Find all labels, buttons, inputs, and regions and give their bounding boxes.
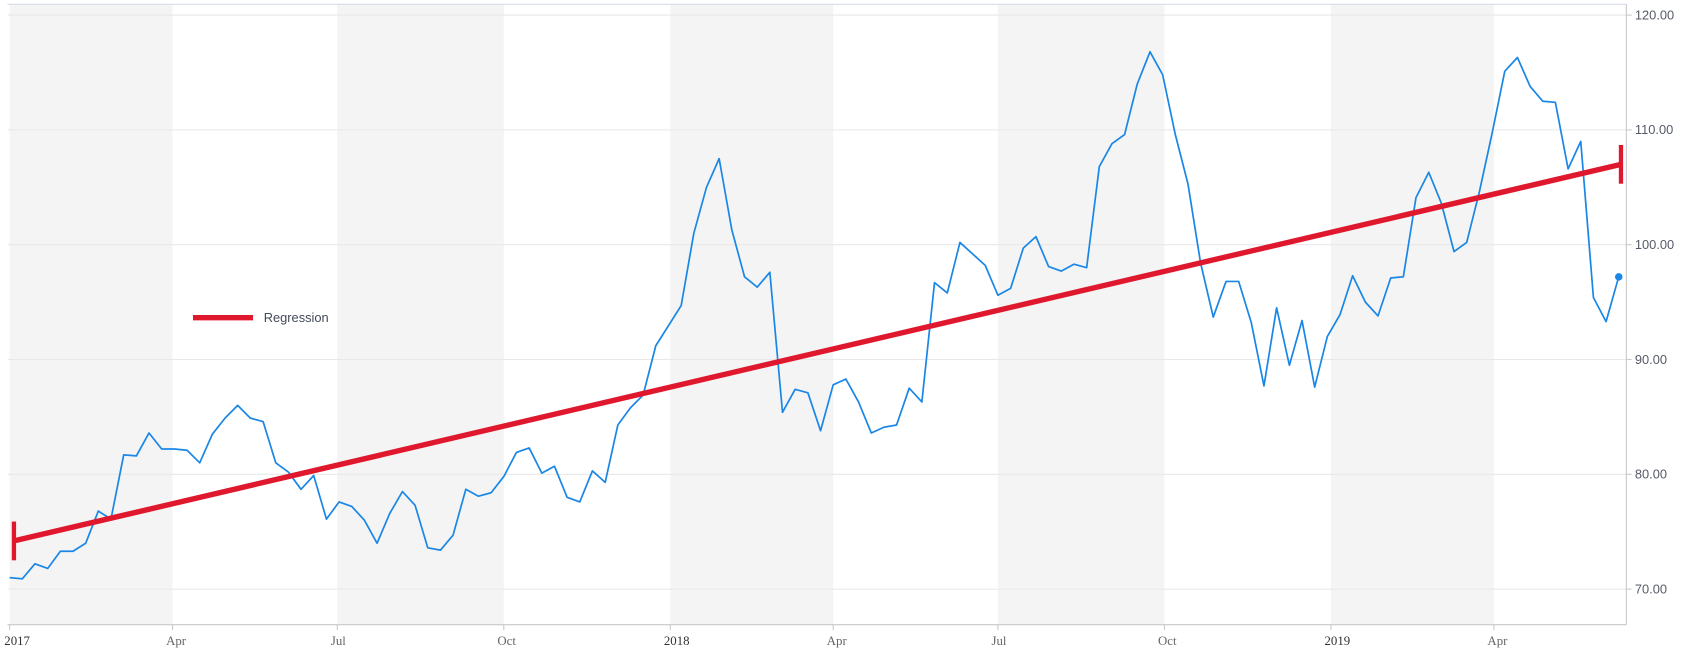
- y-tick-label: 90.00: [1635, 352, 1667, 367]
- price-series-line[interactable]: [9, 50, 1620, 580]
- regression-line[interactable]: [13, 161, 1622, 544]
- quarter-band: [997, 4, 1165, 625]
- quarter-band: [337, 4, 504, 625]
- x-tick-label: 2019: [1325, 634, 1351, 648]
- x-tick-label: 2017: [4, 634, 30, 648]
- regression-line-group[interactable]: [11, 144, 1624, 561]
- y-tick-label: 80.00: [1635, 467, 1667, 482]
- x-tick-label: Jul: [331, 634, 346, 648]
- quarter-band: [1330, 4, 1494, 625]
- y-tick-label: 100.00: [1635, 237, 1674, 252]
- x-tick-label: Oct: [497, 634, 516, 648]
- legend[interactable]: Regression: [192, 310, 329, 325]
- quarter-band: [670, 4, 834, 625]
- x-tick-label: Apr: [1487, 634, 1508, 648]
- y-tick-label: 110.00: [1635, 122, 1673, 137]
- alternating-quarter-bands: [9, 4, 1494, 625]
- x-tick-label: Apr: [166, 634, 187, 648]
- x-tick-label: 2018: [664, 634, 690, 648]
- legend-regression-label: Regression: [264, 310, 329, 325]
- x-tick-label: Jul: [991, 634, 1006, 648]
- horizontal-gridlines: [7, 14, 1627, 590]
- x-tick-label: Apr: [827, 634, 848, 648]
- y-tick-label: 70.00: [1635, 581, 1667, 596]
- y-axis-ticks: 120.00 110.00 100.00 90.00 80.00 70.00: [1626, 7, 1674, 596]
- x-axis-ticks: 2017 Apr Jul Oct 2018 Apr Jul Oct 2019 Apr: [4, 624, 1508, 648]
- last-data-point-marker[interactable]: [1614, 273, 1623, 281]
- x-tick-label: Oct: [1158, 634, 1177, 648]
- y-tick-label: 120.00: [1635, 7, 1674, 22]
